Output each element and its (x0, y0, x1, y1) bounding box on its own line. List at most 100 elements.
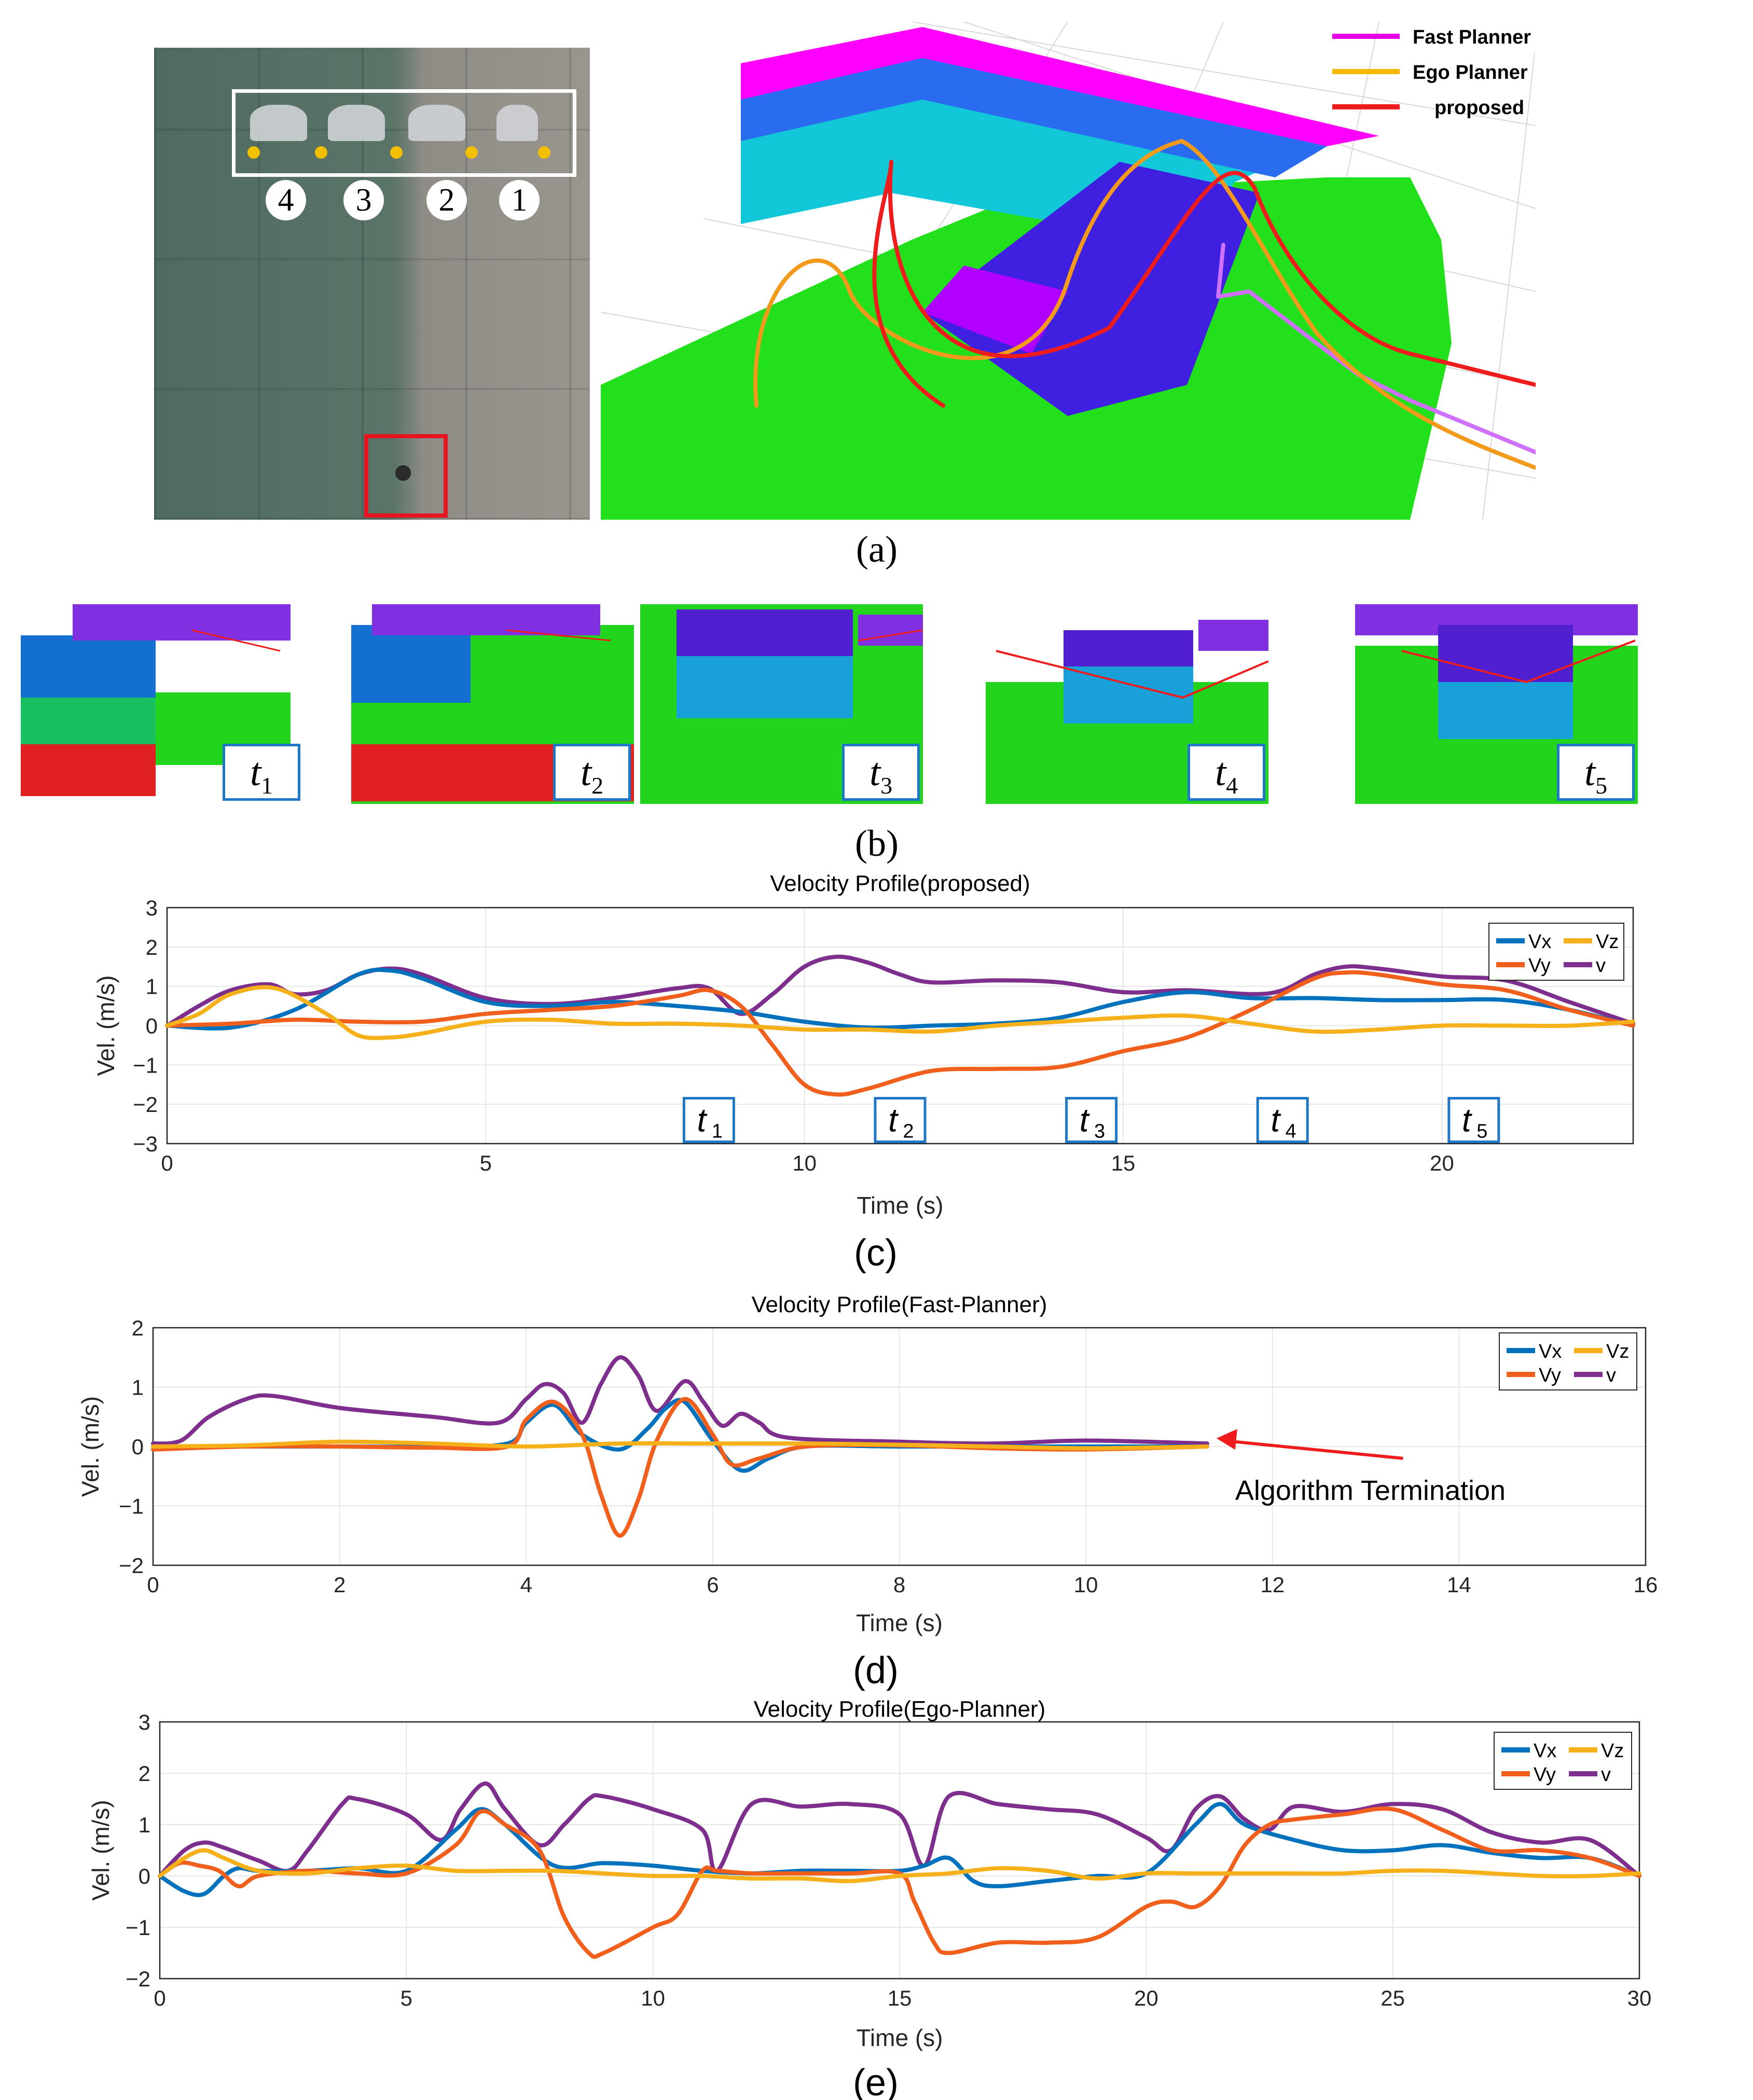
legend-label-vx: Vx (1528, 931, 1551, 953)
legend-label-vx: Vx (1534, 1740, 1556, 1762)
y-tick-label: −1 (119, 1494, 144, 1519)
time-annotation-box (1256, 1097, 1309, 1143)
x-tick-label: 20 (1430, 1151, 1454, 1175)
time-label-t: t (1214, 750, 1226, 794)
x-tick-label: 14 (1447, 1573, 1471, 1597)
snapshot-4: t4 (986, 604, 1268, 804)
x-tick-label: 0 (147, 1573, 159, 1597)
wall-band-blue (741, 58, 1327, 177)
figure-caption: (d) (853, 1650, 899, 1691)
y-tick-label: 0 (139, 1864, 150, 1888)
legend-label-vy: Vy (1528, 955, 1551, 977)
series-line-v (158, 1781, 1641, 1878)
snapshot-2: t2 (351, 604, 634, 804)
x-tick-label: 10 (1074, 1573, 1098, 1597)
y-tick-label: 3 (146, 896, 158, 920)
x-tick-label: 0 (161, 1151, 173, 1175)
x-tick-label: 4 (520, 1573, 532, 1597)
marker-ball (390, 146, 403, 159)
series-line-vz (151, 1439, 1209, 1451)
axes-box (159, 1721, 1640, 1980)
chart-legend: Vx Vz Vy v (1499, 1332, 1637, 1390)
snapshot-scene (1355, 604, 1638, 804)
termination-arrow-head (1216, 1429, 1237, 1450)
time-annotation-box (1447, 1097, 1500, 1143)
ego-planner-path (753, 139, 1536, 470)
chart-legend: Vx Vz Vy v (1488, 923, 1624, 981)
marker-ball (538, 146, 550, 159)
x-tick-label: 20 (1134, 1986, 1158, 2010)
x-tick-label: 10 (792, 1151, 817, 1175)
time-annotation-t: t (888, 1102, 899, 1139)
series-line-vy (165, 970, 1635, 1097)
x-axis-label: Time (s) (856, 1609, 943, 1636)
marker-ball (315, 146, 327, 159)
time-label-sub: 1 (261, 772, 273, 799)
x-tick-label: 16 (1634, 1573, 1658, 1597)
time-label: t3 (842, 744, 920, 801)
legend-label-vx: Vx (1539, 1341, 1562, 1362)
obstacle-highlight-box (232, 89, 576, 177)
time-label: t2 (553, 744, 631, 801)
y-tick-label: 1 (132, 1375, 144, 1400)
x-tick-label: 15 (888, 1986, 912, 2010)
legend-label-vy: Vy (1534, 1764, 1556, 1786)
obstacle-number: 1 (499, 180, 540, 220)
x-axis-label: Time (s) (857, 2024, 943, 2051)
time-label-sub: 2 (591, 772, 604, 799)
legend-box (1488, 923, 1624, 981)
x-tick-label: 0 (154, 1986, 165, 2010)
legend-label-v: v (1606, 1365, 1616, 1386)
snapshot-3: t3 (640, 604, 923, 804)
chart-title: Velocity Profile(Fast-Planner) (752, 1292, 1047, 1317)
experiment-photo: 4 3 2 1 (154, 48, 590, 520)
time-annotation-sub: 5 (1476, 1121, 1487, 1143)
time-label: t5 (1557, 744, 1635, 801)
series-line-vz (165, 985, 1635, 1040)
time-annotation-t: t (1271, 1102, 1281, 1139)
legend-box (1494, 1732, 1632, 1790)
legend-label-vz: Vz (1596, 931, 1619, 953)
time-label-t: t (1584, 750, 1596, 794)
y-tick-label: 0 (132, 1435, 144, 1459)
time-annotation-t: t (1080, 1102, 1090, 1139)
termination-label: Algorithm Termination (1235, 1475, 1506, 1506)
obstacle-umbrella (328, 105, 385, 141)
obstacle-umbrella (496, 105, 538, 141)
caption-b: (b) (855, 823, 899, 864)
time-annotation-t: t (697, 1102, 708, 1139)
legend-label-vy: Vy (1539, 1365, 1561, 1386)
time-annotation-t: t (1462, 1102, 1472, 1139)
y-axis-label: Vel. (m/s) (92, 975, 119, 1076)
x-tick-label: 5 (480, 1151, 492, 1175)
obstacle-number: 2 (426, 180, 467, 220)
time-label-t: t (580, 750, 592, 794)
x-tick-label: 12 (1260, 1573, 1285, 1597)
legend-label-v: v (1596, 955, 1606, 977)
legend-label-vz: Vz (1601, 1740, 1624, 1762)
legend-label-fast: Fast Planner (1413, 26, 1531, 48)
drone-highlight-box (364, 434, 448, 518)
chart-legend: Vx Vz Vy v (1494, 1732, 1632, 1790)
snapshot-5: t5 (1355, 604, 1638, 804)
time-label-t: t (250, 750, 261, 794)
caption-a: (a) (856, 529, 898, 570)
time-label-sub: 3 (880, 772, 893, 799)
figure-caption: (e) (853, 2062, 899, 2100)
time-label: t1 (223, 744, 300, 801)
y-tick-label: 2 (132, 1316, 144, 1340)
proposed-path (872, 160, 1536, 408)
y-tick-label: 2 (146, 935, 158, 959)
figure-caption: (c) (854, 1232, 898, 1274)
series-line-vy (158, 1806, 1641, 1959)
obstacle-number: 4 (266, 180, 306, 220)
series-line-vx (165, 967, 1635, 1031)
time-annotation-sub: 2 (903, 1121, 914, 1143)
time-label-sub: 5 (1595, 772, 1608, 799)
obstacle-umbrella (250, 105, 307, 141)
